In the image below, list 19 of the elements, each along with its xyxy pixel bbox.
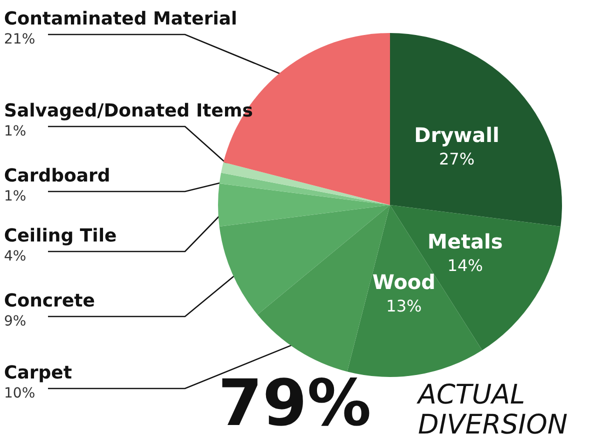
- slice-label: Contaminated Material: [4, 8, 238, 30]
- data-label: 1%: [4, 124, 26, 140]
- data-label: 27%: [438, 150, 475, 169]
- slice-label: Concrete: [4, 290, 95, 312]
- slice-label: Cardboard: [4, 166, 110, 186]
- data-label: 4%: [4, 248, 26, 264]
- slice-label: Metals: [427, 230, 503, 254]
- data-label: 1%: [4, 188, 26, 204]
- data-label: 10%: [4, 386, 36, 402]
- data-label: 21%: [4, 32, 36, 48]
- data-label: 14%: [447, 256, 483, 276]
- text: 79%: [218, 367, 372, 441]
- slice-label: Wood: [372, 270, 436, 294]
- slice-label: Ceiling Tile: [4, 226, 117, 246]
- slice-label: Carpet: [4, 362, 72, 384]
- data-label: 13%: [386, 296, 422, 316]
- data-label: 9%: [4, 314, 26, 330]
- slice-label: Drywall: [414, 123, 500, 148]
- text: ACTUAL DIVERSION: [416, 380, 568, 440]
